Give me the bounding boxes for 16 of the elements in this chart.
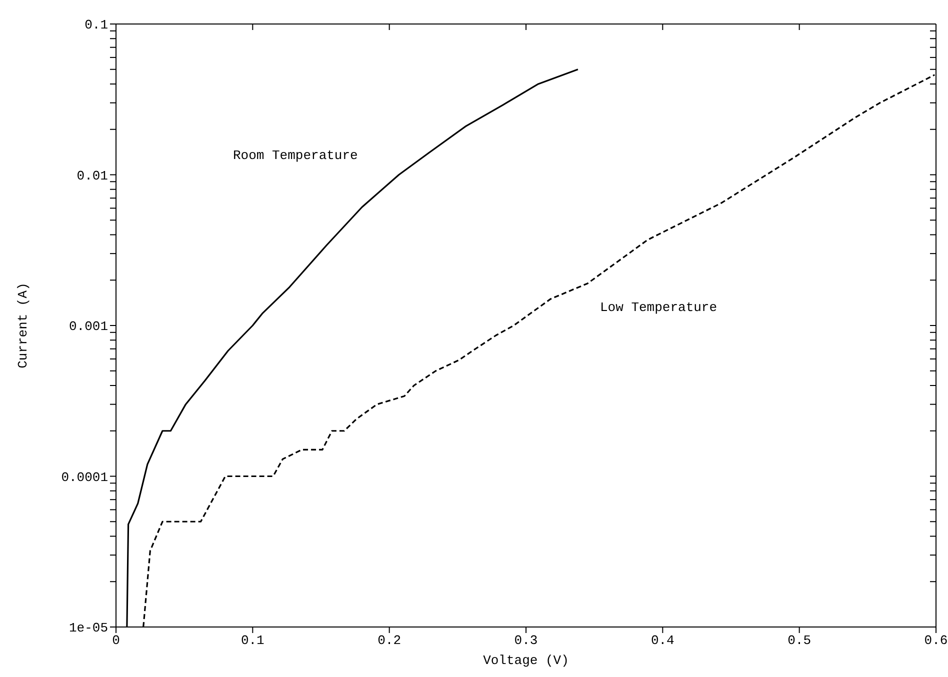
series-label: Low Temperature	[600, 300, 718, 315]
x-axis-title: Voltage (V)	[483, 653, 569, 668]
y-axis-title: Current (A)	[16, 282, 31, 368]
x-tick-label: 0.3	[514, 633, 538, 648]
y-tick-label: 0.1	[84, 18, 108, 33]
x-tick-label: 0.6	[924, 633, 948, 648]
text: Room Temperature	[233, 148, 358, 163]
y-tick-label: 0.01	[76, 168, 108, 184]
y-tick-label: 0.001	[68, 319, 108, 334]
y-tick-label: 1e-05	[68, 620, 108, 636]
x-tick-label: 0.1	[240, 633, 265, 648]
x-tick-label: 0.4	[650, 633, 675, 648]
x-tick-label: 0	[112, 633, 120, 648]
x-tick-label: 0.5	[788, 633, 812, 648]
y-tick-label: 0.0001	[61, 470, 108, 485]
x-tick-label: 0.2	[378, 633, 402, 648]
